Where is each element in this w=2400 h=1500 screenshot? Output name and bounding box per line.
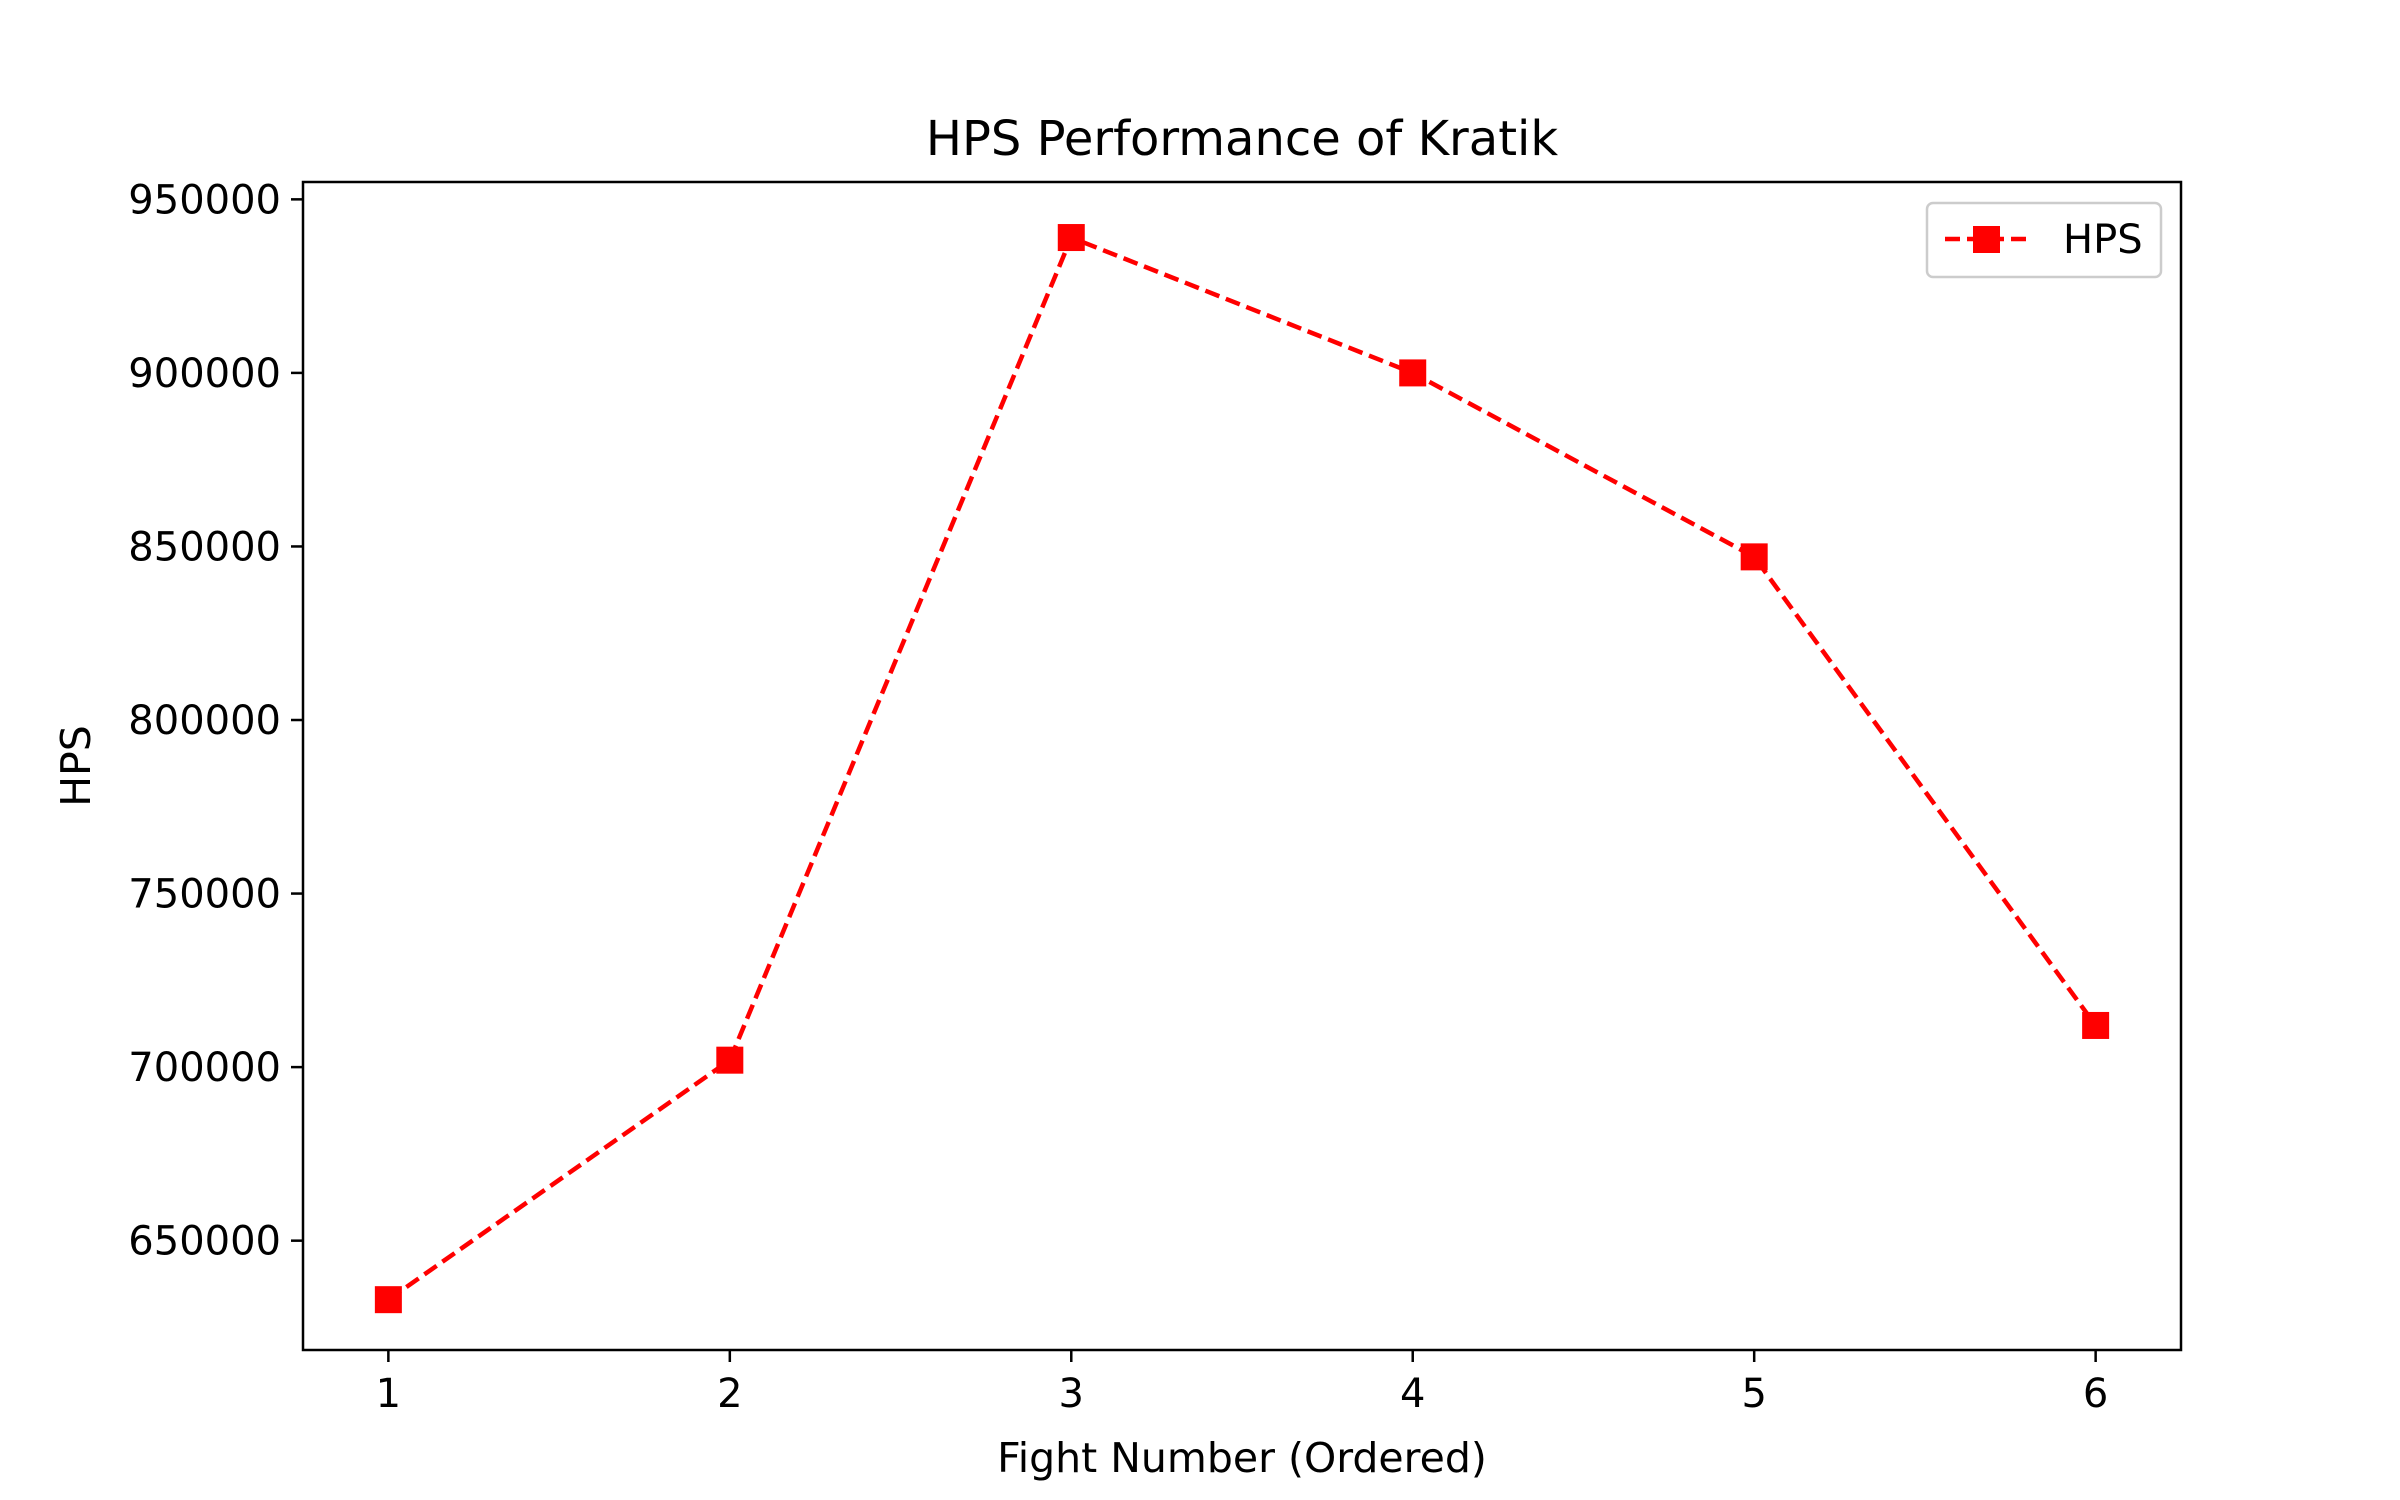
plot-area <box>301 180 2183 1352</box>
y-axis-label: HPS <box>52 725 100 807</box>
legend-label: HPS <box>2063 217 2143 263</box>
y-tick-label-700000: 700000 <box>128 1045 281 1091</box>
y-axis-ticks: 650000 700000 750000 800000 850000 900000 9500… <box>128 177 303 1265</box>
data-point-2 <box>716 1046 744 1074</box>
y-tick-label-750000: 750000 <box>128 872 281 918</box>
x-tick-label-6: 6 <box>2083 1371 2108 1417</box>
x-tick-label-2: 2 <box>717 1371 742 1417</box>
data-point-3 <box>1057 224 1085 252</box>
x-tick-label-1: 1 <box>376 1371 401 1417</box>
data-point-4 <box>1399 359 1427 387</box>
x-tick-label-5: 5 <box>1741 1371 1766 1417</box>
x-axis-ticks: 1 2 3 4 5 6 <box>376 1350 2108 1417</box>
series-layer <box>374 224 2110 1314</box>
chart-title: HPS Performance of Kratik <box>926 111 1559 167</box>
y-tick-label-650000: 650000 <box>128 1219 281 1265</box>
y-tick-label-950000: 950000 <box>128 177 281 223</box>
series-line-0 <box>387 235 2098 1302</box>
x-axis-label: Fight Number (Ordered) <box>997 1434 1487 1482</box>
legend: HPS <box>1925 201 2163 279</box>
data-point-6 <box>2082 1011 2110 1039</box>
legend-marker-square <box>1973 226 2000 253</box>
x-tick-label-3: 3 <box>1059 1371 1084 1417</box>
data-point-1 <box>374 1286 402 1314</box>
y-tick-label-800000: 800000 <box>128 698 281 744</box>
x-tick-label-4: 4 <box>1400 1371 1425 1417</box>
data-point-5 <box>1740 543 1768 571</box>
y-tick-label-850000: 850000 <box>128 524 281 570</box>
y-tick-label-900000: 900000 <box>128 351 281 397</box>
legend-box <box>1925 201 2163 279</box>
